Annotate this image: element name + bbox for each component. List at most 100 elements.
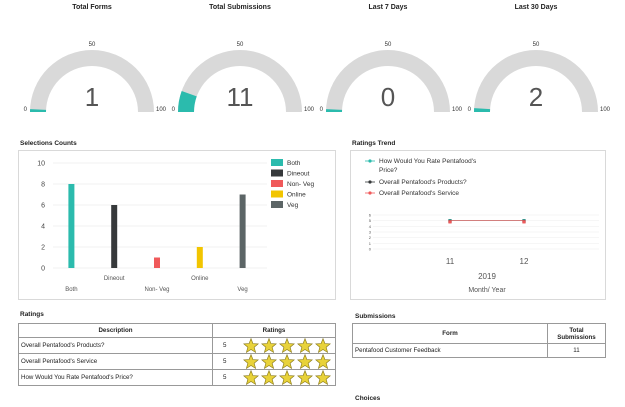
x-tick-label: Online bbox=[191, 276, 209, 282]
trend-panel: How Would You Rate Pentafood's Price? Over… bbox=[350, 150, 606, 300]
submission-total: 11 bbox=[547, 343, 606, 358]
choices-title: Choices bbox=[355, 395, 381, 402]
y-tick-label: 10 bbox=[37, 161, 45, 168]
gauge-title: Total Submissions bbox=[209, 4, 271, 11]
legend-swatch bbox=[271, 180, 283, 187]
submission-form-name: Pentafood Customer Feedback bbox=[352, 343, 548, 358]
gauge-mid-label: 50 bbox=[533, 42, 540, 48]
x-axis-title: Month/ Year bbox=[468, 287, 506, 294]
gauge-fill bbox=[474, 108, 491, 112]
gauge-svg: 0 50 0 100 bbox=[320, 42, 463, 113]
legend-swatch bbox=[271, 169, 283, 177]
submissions-header-total: Total Submissions bbox=[547, 323, 606, 344]
legend-label: Overall Pentafood's Service bbox=[379, 190, 459, 197]
star-icon bbox=[279, 354, 295, 369]
gauge-mid-label: 50 bbox=[89, 42, 96, 48]
gauge-track bbox=[474, 50, 598, 112]
star-icon bbox=[315, 354, 331, 369]
gauge-mid-label: 50 bbox=[385, 42, 392, 48]
gauge-min-label: 0 bbox=[468, 107, 472, 113]
x-tick-label: 12 bbox=[520, 257, 529, 266]
legend-swatch bbox=[271, 159, 283, 166]
rating-stars-wrap: 5 bbox=[223, 370, 331, 385]
y-tick-label: 0 bbox=[41, 266, 45, 273]
rating-score: 5 bbox=[223, 358, 227, 365]
gauge-min-label: 0 bbox=[320, 107, 324, 113]
y-tick-label: 2 bbox=[41, 245, 45, 252]
y-tick-label: 8 bbox=[41, 182, 45, 189]
star-icon bbox=[279, 370, 295, 385]
rating-cell: 5 bbox=[212, 369, 336, 386]
selections-bar-chart: 0 2 4 6 8 10 Both Dineout Non- Veg Online Veg Both D… bbox=[37, 159, 314, 293]
ratings-body: Overall Pentafood's Products? 5 Overall Pe… bbox=[18, 337, 336, 386]
rating-description: Overall Pentafood's Service bbox=[18, 353, 213, 370]
gauge-fill bbox=[178, 90, 197, 112]
x-tick-label: Dineout bbox=[104, 276, 125, 282]
selections-panel: 0 2 4 6 8 10 Both Dineout Non- Veg Online Veg Both D… bbox=[18, 150, 336, 300]
legend-marker bbox=[368, 191, 372, 195]
star-icon bbox=[243, 338, 259, 353]
gauge-title: Last 7 Days bbox=[368, 4, 408, 11]
rating-description: How Would You Rate Pentafood's Price? bbox=[18, 369, 213, 386]
gauge-track bbox=[326, 50, 450, 112]
star-icon bbox=[243, 370, 259, 385]
gauge-max-label: 100 bbox=[156, 107, 167, 113]
submissions-row: Pentafood Customer Feedback 11 bbox=[352, 343, 606, 358]
ratings-row: Overall Pentafood's Products? 5 bbox=[18, 337, 336, 354]
star-icon bbox=[297, 354, 313, 369]
legend-label: Online bbox=[287, 192, 306, 199]
submissions-header-row: Form Total Submissions bbox=[352, 323, 606, 344]
star-icon bbox=[315, 370, 331, 385]
ratings-header-description: Description bbox=[18, 323, 213, 338]
y-tick-label: 3 bbox=[369, 230, 372, 235]
bar bbox=[68, 184, 75, 268]
ratings-row: Overall Pentafood's Service 5 bbox=[18, 353, 336, 370]
legend-swatch bbox=[271, 201, 283, 208]
legend-label: Veg bbox=[287, 202, 299, 209]
legend-marker bbox=[368, 159, 372, 163]
ratings-row: How Would You Rate Pentafood's Price? 5 bbox=[18, 369, 336, 386]
star-icon bbox=[243, 354, 259, 369]
gauge-value: 11 bbox=[227, 82, 254, 112]
bar bbox=[111, 205, 118, 268]
bar bbox=[239, 194, 246, 268]
gauge-value: 1 bbox=[85, 82, 99, 112]
submissions-header-total-line2: Submissions bbox=[557, 333, 596, 341]
series-point bbox=[448, 220, 452, 224]
x-tick-label: Non- Veg bbox=[144, 287, 169, 293]
bar bbox=[154, 257, 160, 268]
gauge-max-label: 100 bbox=[452, 107, 463, 113]
gauge: 0 50 0 100 bbox=[313, 38, 463, 118]
gauge-value: 0 bbox=[381, 82, 395, 112]
gauge-value: 2 bbox=[529, 82, 543, 112]
ratings-trend-chart: How Would You Rate Pentafood's Price? Over… bbox=[365, 158, 599, 294]
y-tick-label: 4 bbox=[369, 224, 372, 229]
rating-stars bbox=[243, 370, 331, 385]
gauge-max-label: 100 bbox=[600, 107, 611, 113]
submissions-body: Pentafood Customer Feedback 11 bbox=[352, 343, 606, 358]
legend-swatch bbox=[271, 190, 283, 198]
rating-stars bbox=[243, 354, 331, 369]
legend-label: Overall Pentafood's Products? bbox=[379, 179, 467, 186]
gauge-min-label: 0 bbox=[172, 107, 176, 113]
rating-description: Overall Pentafood's Products? bbox=[18, 337, 213, 354]
legend-label: Both bbox=[287, 160, 301, 167]
rating-stars-wrap: 5 bbox=[223, 338, 331, 353]
ratings-header-row: Description Ratings bbox=[18, 323, 336, 338]
y-tick-label: 5 bbox=[369, 218, 372, 223]
star-icon bbox=[297, 370, 313, 385]
gauge-track bbox=[30, 50, 154, 112]
submissions-table: Form Total Submissions Pentafood Custome… bbox=[352, 323, 606, 358]
series-point bbox=[522, 220, 526, 224]
legend-label-cont: Price? bbox=[379, 167, 398, 174]
y-tick-label: 0 bbox=[369, 247, 372, 252]
x-year-label: 2019 bbox=[478, 272, 496, 281]
star-icon bbox=[279, 338, 295, 353]
y-tick-label: 6 bbox=[369, 213, 372, 218]
rating-score: 5 bbox=[223, 374, 227, 381]
x-tick-label: Both bbox=[65, 287, 77, 293]
selections-title: Selections Counts bbox=[20, 140, 77, 147]
rating-stars-wrap: 5 bbox=[223, 354, 331, 369]
gauge-svg: 1 50 0 100 bbox=[24, 42, 167, 113]
rating-score: 5 bbox=[223, 342, 227, 349]
